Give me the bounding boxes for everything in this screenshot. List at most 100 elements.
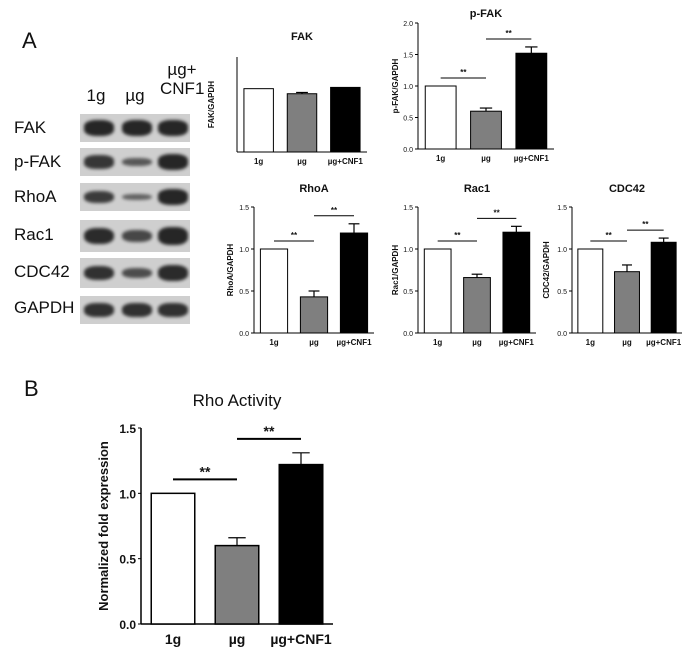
y-tick-label: 0.0 — [119, 618, 136, 632]
blot-band — [84, 190, 114, 204]
x-tick-label: 1g — [436, 154, 445, 163]
row-label-fak: FAK — [14, 118, 47, 137]
bar — [614, 271, 640, 334]
chart-title: Rac1 — [464, 183, 490, 195]
lane-label-ug-cnf1: µg+ CNF1 — [160, 60, 205, 98]
y-tick-label: 0.5 — [403, 116, 413, 123]
significance-label: ** — [460, 68, 467, 77]
bar — [515, 52, 548, 150]
significance-label: ** — [291, 231, 298, 240]
y-axis-label: Rac1/GAPDH — [391, 245, 400, 295]
bar — [502, 231, 531, 334]
row-label-p-fak: p-FAK — [14, 152, 62, 171]
bar — [339, 232, 369, 334]
significance-label: ** — [264, 423, 275, 439]
x-tick-label: 1g — [433, 338, 442, 347]
y-tick-label: 0.5 — [557, 289, 567, 296]
x-tick-label: µg — [622, 338, 632, 347]
blot-band — [158, 265, 188, 281]
y-tick-label: 0.5 — [119, 553, 136, 567]
blot-band — [84, 227, 114, 245]
y-tick-label: 1.5 — [239, 205, 249, 212]
panel-label-a: A — [22, 28, 37, 53]
y-tick-label: 1.5 — [557, 205, 567, 212]
blot-strip-p-fak — [80, 148, 190, 176]
x-tick-label: 1g — [586, 338, 595, 347]
lane-label-1g: 1g — [86, 86, 106, 105]
x-tick-label: µg — [229, 631, 246, 647]
blot-strip-gapdh — [80, 296, 190, 324]
bar — [330, 86, 361, 153]
blot-band — [122, 303, 152, 317]
bar — [278, 463, 324, 625]
significance-label: ** — [506, 29, 513, 38]
blot-band — [158, 154, 188, 170]
blot-band — [158, 120, 188, 136]
blot-band — [158, 227, 188, 245]
y-tick-label: 2.0 — [403, 21, 413, 28]
y-tick-label: 1.0 — [557, 247, 567, 254]
blot-band — [122, 229, 152, 243]
chart-title: CDC42 — [609, 183, 645, 195]
bar — [259, 248, 289, 334]
y-tick-label: 0.5 — [403, 289, 413, 296]
x-tick-label: µg — [472, 338, 482, 347]
significance-label: ** — [200, 463, 211, 479]
bar — [423, 248, 452, 334]
x-tick-label: 1g — [254, 157, 263, 166]
blot-strip-cdc42 — [80, 258, 190, 288]
blot-band — [122, 193, 152, 201]
y-tick-label: 0.0 — [403, 331, 413, 338]
bar — [150, 492, 196, 625]
y-axis-label: CDC42/GAPDH — [542, 241, 551, 299]
bar — [243, 88, 274, 153]
x-tick-label: µg+CNF1 — [646, 338, 682, 347]
x-tick-label: µg+CNF1 — [499, 338, 535, 347]
x-tick-label: 1g — [269, 338, 278, 347]
blot-strip-rac1 — [80, 220, 190, 252]
x-tick-label: µg+CNF1 — [270, 631, 332, 647]
y-tick-label: 1.0 — [403, 84, 413, 91]
y-tick-label: 1.5 — [403, 53, 413, 60]
chart-title: Rho Activity — [193, 391, 282, 410]
x-tick-label: µg+CNF1 — [514, 154, 550, 163]
y-axis-label: RhoA/GAPDH — [226, 244, 235, 297]
bar — [214, 544, 260, 625]
y-tick-label: 1.0 — [239, 247, 249, 254]
x-tick-label: µg — [297, 157, 307, 166]
significance-label: ** — [606, 231, 613, 240]
y-tick-label: 1.0 — [119, 487, 136, 501]
blot-strip-rhoa — [80, 183, 190, 211]
row-label-rac1: Rac1 — [14, 225, 54, 244]
y-axis-label: p-FAK/GAPDH — [391, 58, 400, 113]
y-tick-label: 0.0 — [557, 331, 567, 338]
blot-band — [84, 265, 114, 281]
blot-band — [84, 155, 114, 169]
blot-band — [122, 157, 152, 167]
y-tick-label: 1.5 — [119, 422, 136, 436]
chart-title: p-FAK — [470, 8, 502, 20]
bar — [463, 277, 491, 334]
bar — [650, 241, 677, 334]
y-axis-label: FAK/GAPDH — [207, 81, 216, 128]
y-tick-label: 0.5 — [239, 289, 249, 296]
blot-band — [122, 120, 152, 136]
significance-label: ** — [331, 206, 338, 215]
x-tick-label: µg+CNF1 — [328, 157, 364, 166]
y-tick-label: 0.0 — [239, 331, 249, 338]
chart-title: FAK — [291, 31, 313, 43]
row-label-gapdh: GAPDH — [14, 298, 75, 317]
blot-band — [84, 120, 114, 136]
y-tick-label: 1.5 — [403, 205, 413, 212]
bar — [470, 110, 502, 150]
x-tick-label: µg — [309, 338, 319, 347]
lane-label-ug: µg — [125, 86, 145, 105]
blot-strip-fak — [80, 114, 190, 142]
bar — [299, 296, 329, 334]
x-tick-label: 1g — [165, 631, 181, 647]
blot-band — [84, 303, 114, 317]
y-axis-label: Normalized fold expression — [96, 441, 111, 611]
panel-label-b: B — [24, 376, 39, 401]
y-tick-label: 1.0 — [403, 247, 413, 254]
